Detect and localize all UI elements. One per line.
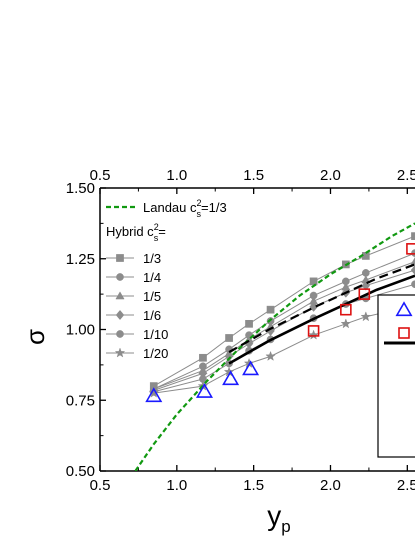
hybrid-series-point: [308, 329, 319, 340]
x-tick-label: 0.5: [90, 477, 111, 494]
x-tick-label: 1.5: [243, 477, 264, 494]
legend: Landau c2 s=1/3 Hybrid c2 s= 1/3 1/4 1/5 1/6 1/1…: [106, 198, 227, 361]
x-top-tick-label: 2.5: [397, 167, 415, 184]
hybrid-series-point: [340, 318, 352, 329]
landau-curve: [134, 222, 415, 471]
hybrid-series-point: [309, 277, 318, 286]
x-axis-title: yp: [267, 500, 290, 536]
y-tick-label: 0.50: [66, 463, 95, 480]
y-tick-label: 1.25: [66, 251, 95, 268]
inset-legend-box: [377, 294, 415, 458]
inset-legend-blue-triangle: [395, 301, 413, 317]
y-axis-title: σ: [20, 329, 50, 345]
legend-hybrid-entry: 1/5: [143, 289, 161, 304]
legend-hybrid-swatch-marker: [115, 291, 125, 300]
x-axis-title-sub: p: [281, 517, 290, 536]
hybrid-series-point: [361, 280, 371, 291]
x-tick-label: 2.0: [320, 477, 341, 494]
legend-hybrid-swatch-marker: [115, 309, 125, 321]
hybrid-series-point: [148, 387, 160, 398]
hybrid-series-point: [199, 353, 207, 362]
blue-triangle-point: [195, 383, 214, 398]
red-square-point: [406, 243, 415, 255]
hybrid-series-point: [410, 265, 415, 276]
y-tick-label: 0.75: [66, 392, 95, 409]
x-axis-title-main: y: [267, 500, 281, 531]
x-top-tick-label: 1.5: [243, 167, 264, 184]
hybrid-series-point: [225, 334, 233, 342]
hybrid-series-point: [411, 232, 415, 240]
hybrid-series-point: [245, 319, 253, 328]
hybrid-series-point: [411, 280, 415, 289]
blue-triangle-point: [242, 360, 260, 376]
legend-hybrid-swatch-marker: [116, 273, 124, 281]
series-layer: [134, 222, 415, 471]
x-tick-label: 1.0: [166, 477, 187, 494]
blue-triangle-point: [145, 387, 163, 403]
hybrid-series-point: [265, 350, 276, 361]
black-solid-curve: [228, 274, 415, 365]
legend-hybrid-label: Hybrid c2 s=: [106, 222, 166, 243]
legend-hybrid-entry: 1/3: [143, 251, 161, 266]
hybrid-series-point: [361, 252, 370, 260]
black-dashed-curve: [228, 263, 415, 354]
legend-hybrid-entry: 1/10: [143, 327, 168, 342]
blue-triangle-point: [222, 370, 240, 386]
x-top-tick-label: 0.5: [90, 167, 111, 184]
hybrid-series-line: [153, 235, 415, 387]
red-square-point: [340, 303, 352, 316]
x-tick-label: 2.5: [397, 477, 415, 494]
hybrid-series-line: [153, 261, 415, 390]
hybrid-series-point: [410, 256, 415, 265]
legend-landau-label: Landau c2 s=1/3: [143, 198, 227, 219]
red-square-point: [358, 288, 371, 300]
inset-legend-red-square: [398, 327, 410, 339]
hybrid-series-line: [153, 269, 415, 391]
legend-hybrid-swatch-marker: [116, 330, 124, 338]
x-top-tick-label: 2.0: [320, 167, 341, 184]
inset-legend: [377, 294, 415, 458]
legend-hybrid-entry: 1/4: [143, 270, 161, 285]
hybrid-series-point: [360, 311, 372, 322]
legend-hybrid-swatch-marker: [116, 254, 124, 262]
legend-hybrid-swatch-marker: [114, 347, 126, 358]
hybrid-series-1: [149, 249, 415, 393]
x-top-tick-label: 1.0: [166, 167, 187, 184]
legend-hybrid-entry: 1/6: [143, 308, 161, 323]
hybrid-series-3: [149, 265, 415, 396]
hybrid-series-point: [266, 305, 275, 314]
red-square-point: [307, 325, 320, 337]
y-tick-label: 1.50: [66, 180, 95, 197]
legend-hybrid-entry: 1/20: [143, 346, 168, 361]
ticks-layer: 0.5 0.5 1.0 1.0 1.5 1.5 2.0 2.0 2.5 2.5 0.50 0.75 1.…: [66, 167, 415, 494]
y-tick-label: 1.00: [66, 322, 95, 339]
